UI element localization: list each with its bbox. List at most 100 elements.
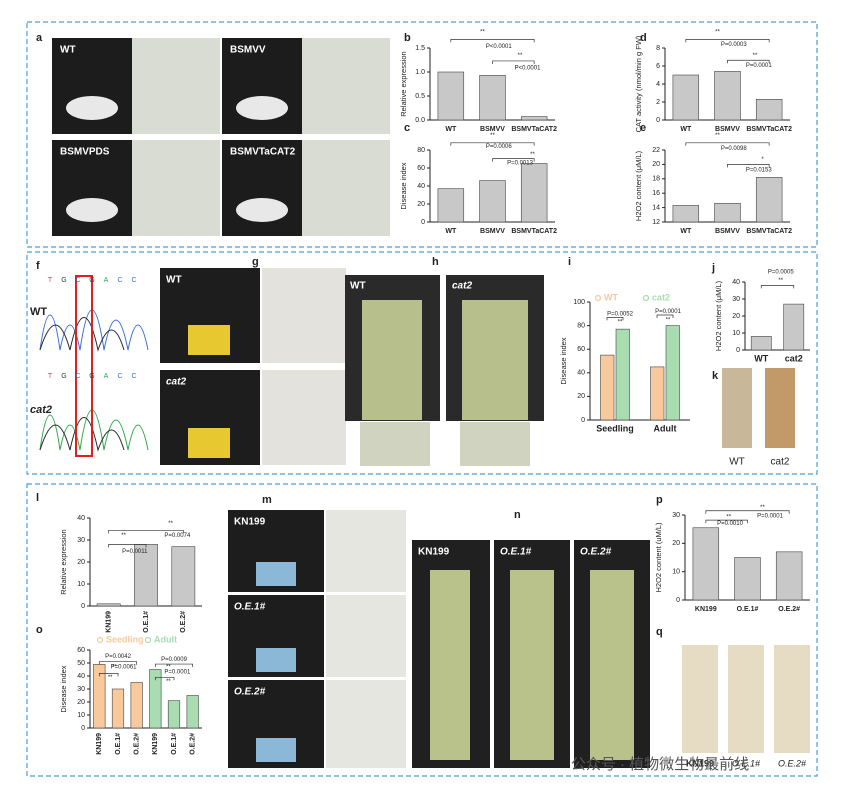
base-call: G (89, 277, 94, 284)
annotation: P=0.0013 (507, 161, 534, 167)
photo-label: WT (729, 457, 745, 468)
x-tick-label: Seedling (596, 423, 634, 433)
annotation: P<0.0001 (515, 66, 542, 72)
y-axis-label: Disease index (559, 337, 568, 384)
panel-letter: i (568, 256, 571, 268)
photo (262, 370, 346, 465)
significance-bracket (685, 39, 770, 43)
annotation: P=0.0052 (607, 311, 634, 317)
photo (326, 680, 406, 768)
y-tick-label: 0 (81, 725, 85, 732)
annotation: ** (753, 53, 758, 59)
annotation: P=0.0010 (717, 521, 744, 527)
photo-label: O.E.1# (234, 602, 266, 613)
panel-letter: n (514, 509, 521, 521)
base-call: G (61, 373, 66, 380)
plant (590, 570, 634, 760)
x-tick-label: BSMVV (715, 126, 740, 133)
annotation: ** (715, 133, 720, 139)
annotation: P=0.0005 (768, 269, 795, 275)
x-tick-label: WT (680, 126, 692, 133)
bar (479, 180, 506, 223)
x-tick-label: KN199 (96, 733, 103, 755)
bar (783, 303, 805, 351)
x-tick-label: O.E.1# (171, 733, 178, 755)
x-tick-label: cat2 (785, 353, 803, 363)
bar (149, 669, 162, 729)
significance-bracket (98, 661, 138, 665)
pot (66, 198, 118, 222)
annotation: P=0.0006 (486, 144, 513, 150)
x-tick-label: WT (445, 126, 457, 133)
photo-label: BSMVPDS (60, 147, 110, 158)
annotation: ** (168, 521, 173, 527)
watermark: 公众号 · 植物微生物最前线 (571, 756, 749, 773)
y-axis-label: CAT activity (nmol/min g FW) (634, 35, 643, 132)
annotation: ** (530, 152, 535, 158)
x-tick-label: O.E.2# (778, 606, 800, 613)
chart: 0 2 4 6 8 CAT activity (nmol/min g FW) WT BSMVV… (634, 30, 792, 133)
base-call: C (131, 373, 136, 380)
highlight-box (75, 275, 93, 457)
bar (755, 177, 783, 223)
base-call: C (131, 277, 136, 284)
photo (774, 645, 810, 753)
bar (692, 527, 720, 601)
bar (186, 695, 199, 729)
significance-bracket (450, 39, 535, 43)
base-call: C (117, 277, 122, 284)
base-call: T (48, 373, 53, 380)
bar (714, 71, 741, 121)
x-tick-label: WT (754, 353, 768, 363)
y-tick-label: 20 (732, 313, 740, 320)
panel-letter: a (36, 32, 43, 44)
x-tick-label: BSMVTaCAT2 (746, 126, 792, 133)
y-tick-label: 100 (573, 299, 585, 306)
y-tick-label: 40 (417, 183, 425, 190)
annotation: P=0.0042 (105, 654, 132, 660)
legend-label: WT (604, 292, 618, 302)
significance-bracket (154, 663, 194, 668)
photo (326, 510, 406, 592)
plant (462, 300, 528, 420)
photo (728, 645, 764, 753)
bar (600, 354, 615, 421)
y-tick-label: 40 (732, 279, 740, 286)
annotation: P=0.0009 (161, 657, 188, 663)
y-tick-label: 20 (77, 699, 85, 706)
y-tick-label: 0 (676, 597, 680, 604)
base-call: G (61, 277, 66, 284)
panel-letter: m (262, 494, 272, 506)
x-tick-label: WT (680, 228, 692, 235)
annotation: P=0.0001 (655, 309, 682, 315)
panel-letter: j (711, 262, 715, 274)
panel-letter: k (712, 370, 719, 382)
annotation: ** (715, 30, 720, 36)
chart: 0 20 40 60 80 Disease index WT BSMVV BSMVTaCAT2 *… (399, 133, 557, 235)
y-tick-label: 10 (672, 569, 680, 576)
photo-label: O.E.1# (500, 547, 532, 558)
y-tick-label: 20 (417, 201, 425, 208)
photo-group-a: WT BSMVV BSMVPDS BSMVTaCAT2 (52, 38, 390, 236)
significance-bracket (492, 60, 535, 64)
y-tick-label: 18 (652, 176, 660, 183)
bar (437, 188, 465, 223)
pot (188, 325, 230, 355)
y-tick-label: 0 (656, 117, 660, 124)
base-call: G (89, 373, 94, 380)
y-tick-label: 16 (652, 190, 660, 197)
y-tick-label: 2 (656, 99, 660, 106)
annotation: P=0.0011 (122, 549, 148, 555)
annotation: ** (480, 30, 485, 36)
bar (520, 116, 548, 121)
annotation: * (761, 157, 764, 163)
panel-letter: d (640, 32, 647, 44)
y-tick-label: 0 (421, 219, 425, 226)
x-tick-label: BSMVV (480, 228, 505, 235)
annotation: P=0.0098 (721, 146, 748, 152)
photo-label: BSMVTaCAT2 (230, 147, 296, 158)
x-tick-label: BSMVV (715, 228, 740, 235)
annotation: P=0.0001 (164, 669, 191, 675)
trace (39, 409, 149, 451)
photo (460, 422, 530, 466)
